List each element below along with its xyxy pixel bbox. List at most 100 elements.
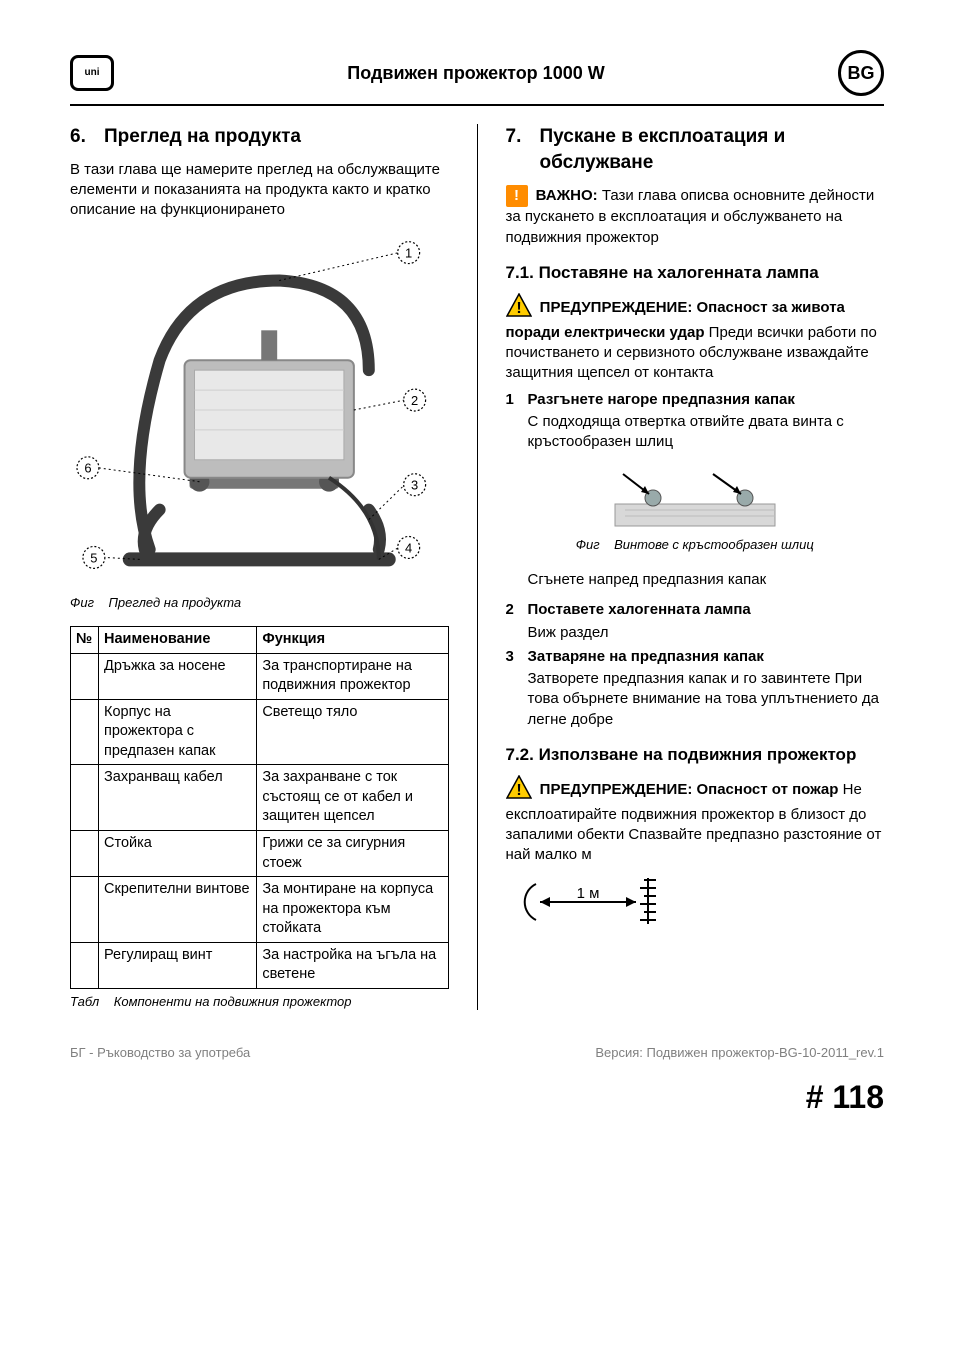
warning-1-block: ! ПРЕДУПРЕЖДЕНИЕ: Опасност за живота пор…	[506, 293, 885, 384]
blank-num	[506, 568, 520, 590]
section-7-number: 7.	[506, 124, 526, 175]
important-icon: !	[506, 185, 528, 207]
figure-2-caption: Фиг Винтове с кръстообразен шлиц	[506, 536, 885, 554]
after-fig-line-wrap: Сгънете напред предпазния капак	[506, 568, 885, 590]
svg-text:!: !	[516, 300, 521, 317]
table-row: Захранващ кабелЗа захранване с ток състо…	[71, 765, 449, 831]
step-number: 1	[506, 390, 520, 453]
table-cell	[71, 653, 99, 699]
step-body: Затваряне на предпазния капакЗатворете п…	[528, 647, 885, 730]
section-6-number: 6.	[70, 124, 90, 150]
language-badge-text: BG	[848, 61, 875, 85]
distance-figure: 1 м	[506, 874, 885, 936]
warning-triangle-icon: !	[506, 775, 532, 805]
svg-text:1: 1	[405, 246, 412, 261]
subsection-7-1-heading: 7.1. Поставяне на халогенната лампа	[506, 262, 885, 285]
table-cell	[71, 877, 99, 943]
footer-left: БГ - Ръководство за употреба	[70, 1044, 250, 1062]
header-rule	[70, 104, 884, 106]
svg-text:5: 5	[90, 551, 97, 566]
brand-logo-icon: uni	[70, 55, 114, 91]
page-title: Подвижен прожектор 1000 W	[114, 61, 838, 85]
table-cell: За настройка на ъгъла на светене	[257, 942, 448, 988]
table-head: № Наименование Функция	[71, 626, 449, 653]
col-func: Функция	[257, 626, 448, 653]
table-cell: Грижи се за сигурния стоеж	[257, 831, 448, 877]
table-cell: Захранващ кабел	[99, 765, 257, 831]
warning-triangle-icon: !	[506, 293, 532, 323]
table-body: Дръжка за носенеЗа транспортиране на под…	[71, 653, 449, 988]
right-column: 7. Пускане в експлоатация и обслужване !…	[506, 124, 885, 1010]
subsection-7-2-heading: 7.2. Използване на подвижния прожектор	[506, 744, 885, 767]
col-num: №	[71, 626, 99, 653]
warning-2-label: ПРЕДУПРЕЖДЕНИЕ: Опасност от пожар	[540, 781, 839, 798]
table-cell: Стойка	[99, 831, 257, 877]
after-fig-body: Сгънете напред предпазния капак	[528, 568, 767, 590]
table-cell: Корпус на прожектора с предпазен капак	[99, 699, 257, 765]
figure-1-caption: Фиг Преглед на продукта	[70, 594, 449, 612]
tabl-prefix: Табл	[70, 994, 99, 1009]
sub71-num: 7.1.	[506, 263, 534, 282]
distance-label: 1 м	[576, 885, 599, 902]
col-name: Наименование	[99, 626, 257, 653]
table-cell: Скрепителни винтове	[99, 877, 257, 943]
svg-text:3: 3	[411, 478, 418, 493]
step-title: Поставете халогенната лампа	[528, 600, 751, 620]
step-item: 3Затваряне на предпазния капакЗатворете …	[506, 647, 885, 730]
fig-text: Преглед на продукта	[108, 595, 241, 610]
table-cell: За захранване с ток състоящ се от кабел …	[257, 765, 448, 831]
table-cell: За монтиране на корпуса на прожектора къ…	[257, 877, 448, 943]
svg-text:6: 6	[84, 461, 91, 476]
step-body: Поставете халогенната лампа Виж раздел	[528, 600, 751, 643]
table-row: Дръжка за носенеЗа транспортиране на под…	[71, 653, 449, 699]
table-row: Скрепителни винтовеЗа монтиране на корпу…	[71, 877, 449, 943]
footer-right: Версия: Подвижен прожектор-BG-10-2011_re…	[595, 1044, 884, 1062]
language-badge-icon: BG	[838, 50, 884, 96]
table-cell	[71, 699, 99, 765]
column-divider	[477, 124, 478, 1010]
product-figure: 123456	[70, 230, 449, 590]
step-desc: С подходяща отвертка отвийте двата винта…	[528, 412, 885, 453]
svg-text:!: !	[516, 782, 521, 799]
fig2-prefix: Фиг	[576, 537, 600, 552]
step-number: 2	[506, 600, 520, 643]
table-cell	[71, 831, 99, 877]
sub72-num: 7.2.	[506, 745, 534, 764]
svg-text:2: 2	[411, 393, 418, 408]
step-item: 1Разгънете нагоре предпазния капакС подх…	[506, 390, 885, 453]
step-title: Затваряне на предпазния капак	[528, 647, 885, 667]
table-cell	[71, 765, 99, 831]
step-number: 3	[506, 647, 520, 730]
table-cell: Светещо тяло	[257, 699, 448, 765]
step-desc: Виж раздел	[528, 623, 751, 643]
section-7-heading: 7. Пускане в експлоатация и обслужване	[506, 124, 885, 175]
section-6-title: Преглед на продукта	[104, 124, 301, 150]
table-row: Регулиращ винтЗа настройка на ъгъла на с…	[71, 942, 449, 988]
page-footer: БГ - Ръководство за употреба Версия: Под…	[70, 1044, 884, 1062]
screws-figure	[506, 462, 885, 532]
steps-list-1: 1Разгънете нагоре предпазния капакС подх…	[506, 390, 885, 453]
left-column: 6. Преглед на продукта В тази глава ще н…	[70, 124, 449, 1010]
after-fig-text: Сгънете напред предпазния капак	[528, 570, 767, 590]
page-number: # 118	[70, 1076, 884, 1119]
table-row: СтойкаГрижи се за сигурния стоеж	[71, 831, 449, 877]
table-row: Корпус на прожектора с предпазен капакСв…	[71, 699, 449, 765]
section-6-heading: 6. Преглед на продукта	[70, 124, 449, 150]
step-item: 2 Поставете халогенната лампа Виж раздел	[506, 600, 885, 643]
step-title: Разгънете нагоре предпазния капак	[528, 390, 885, 410]
fig-prefix: Фиг	[70, 595, 94, 610]
table-cell: Дръжка за носене	[99, 653, 257, 699]
sub72-title: Използване на подвижния прожектор	[539, 745, 857, 764]
table-cell: Регулиращ винт	[99, 942, 257, 988]
step-desc: Затворете предпазния капак и го завинтет…	[528, 669, 885, 730]
section-7-title: Пускане в експлоатация и обслужване	[540, 124, 885, 175]
table-cell	[71, 942, 99, 988]
table-header-row: № Наименование Функция	[71, 626, 449, 653]
fig2-text: Винтове с кръстообразен шлиц	[614, 537, 814, 552]
step-body: Разгънете нагоре предпазния капакС подхо…	[528, 390, 885, 453]
tabl-text: Компоненти на подвижния прожектор	[114, 994, 352, 1009]
parts-table: № Наименование Функция Дръжка за носенеЗ…	[70, 626, 449, 989]
table-cell: За транспортиране на подвижния прожектор	[257, 653, 448, 699]
content-columns: 6. Преглед на продукта В тази глава ще н…	[70, 124, 884, 1010]
brand-logo-text: uni	[85, 66, 100, 80]
